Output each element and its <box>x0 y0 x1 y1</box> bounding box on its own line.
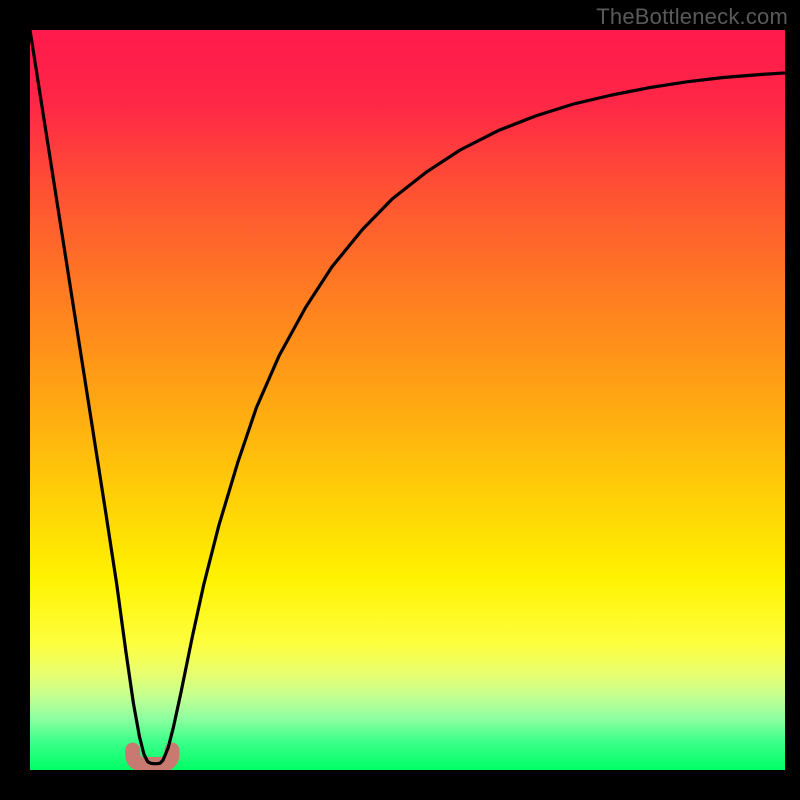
chart-svg <box>30 30 785 770</box>
watermark-text: TheBottleneck.com <box>596 4 788 30</box>
chart-background <box>30 30 785 770</box>
chart-root: TheBottleneck.com <box>0 0 800 800</box>
plot-area <box>30 30 785 770</box>
